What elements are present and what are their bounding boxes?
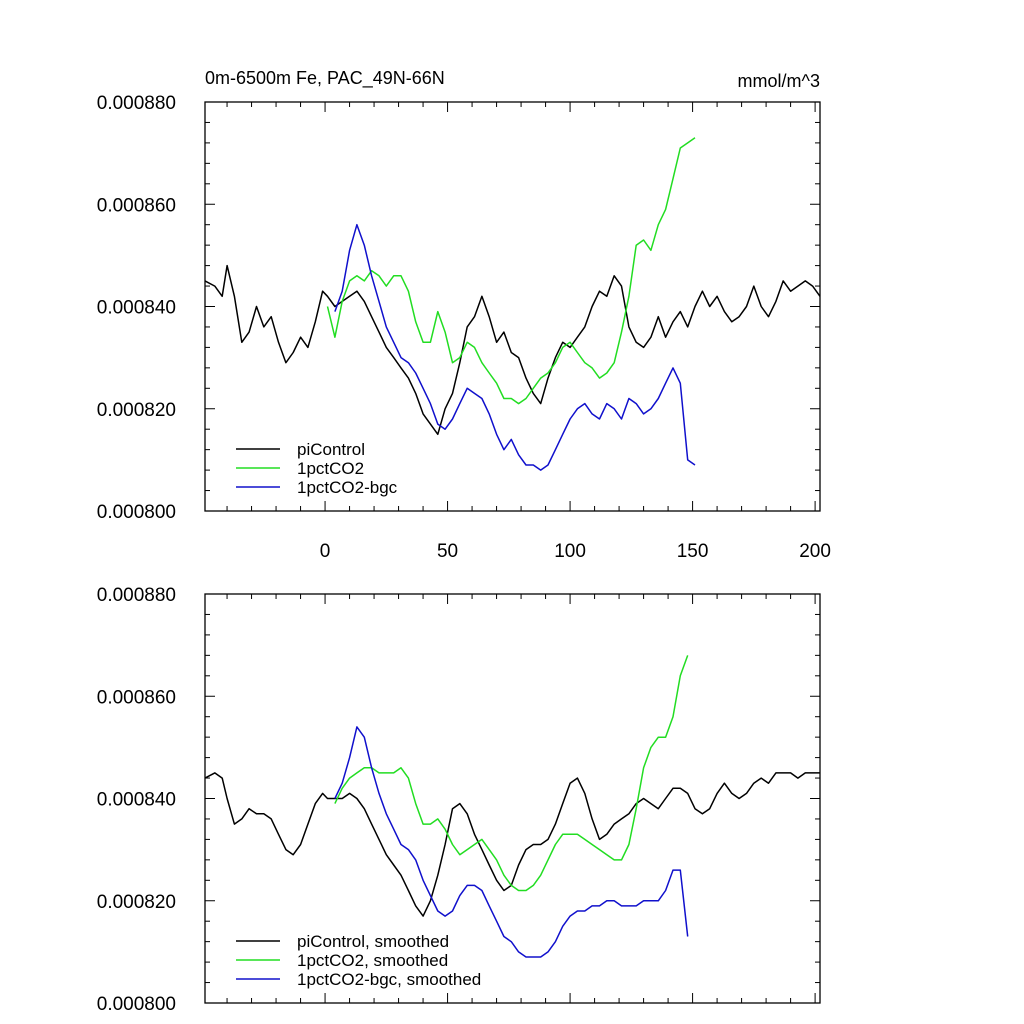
y-tick-label: 0.000820 xyxy=(97,400,176,421)
series-line-1pctco2-bgc-smoothed xyxy=(334,726,689,958)
chart-title: 0m-6500m Fe, PAC_49N-66N xyxy=(205,68,445,89)
legend-label-picontrol: piControl xyxy=(297,440,365,459)
y-tick-label: 0.000880 xyxy=(97,93,176,114)
x-tick-label: 0 xyxy=(320,541,331,562)
x-tick-label: 50 xyxy=(437,541,458,562)
y-tick-label: 0.000840 xyxy=(97,298,176,319)
bottom-panel: 0.000800 0.000820 0.000840 0.000860 0.000880… xyxy=(97,585,821,1015)
y-tick-label: 0.000800 xyxy=(97,502,176,523)
series-line-1pctco2-bgc xyxy=(334,223,696,471)
legend-label-1pctco2-bgc: 1pctCO2-bgc xyxy=(297,478,398,497)
legend-label-1pctco2: 1pctCO2 xyxy=(297,459,364,478)
y-tick-label: 0.000860 xyxy=(97,195,176,216)
x-tick-label: 150 xyxy=(677,541,709,562)
series-line-picontrol xyxy=(204,264,821,436)
chart-units: mmol/m^3 xyxy=(738,71,820,91)
y-tick-label: 0.000840 xyxy=(97,790,176,811)
y-tick-label: 0.000800 xyxy=(97,994,176,1015)
x-tick-label: 100 xyxy=(554,541,586,562)
legend-label-1pctco2-smoothed: 1pctCO2, smoothed xyxy=(297,951,448,970)
series-line-picontrol-smoothed xyxy=(204,772,820,917)
y-tick-label: 0.000880 xyxy=(97,585,176,606)
legend-label-picontrol-smoothed: piControl, smoothed xyxy=(297,932,449,951)
y-tick-label: 0.000820 xyxy=(97,892,176,913)
y-tick-label: 0.000860 xyxy=(97,687,176,708)
top-panel: 0.000800 0.000820 0.000840 0.000860 0.000880… xyxy=(97,93,831,562)
series-line-1pctco2-smoothed xyxy=(334,655,689,892)
series-line-1pctco2 xyxy=(326,137,696,405)
x-tick-label: 200 xyxy=(799,541,831,562)
legend-label-1pctco2-bgc-smoothed: 1pctCO2-bgc, smoothed xyxy=(297,970,481,989)
